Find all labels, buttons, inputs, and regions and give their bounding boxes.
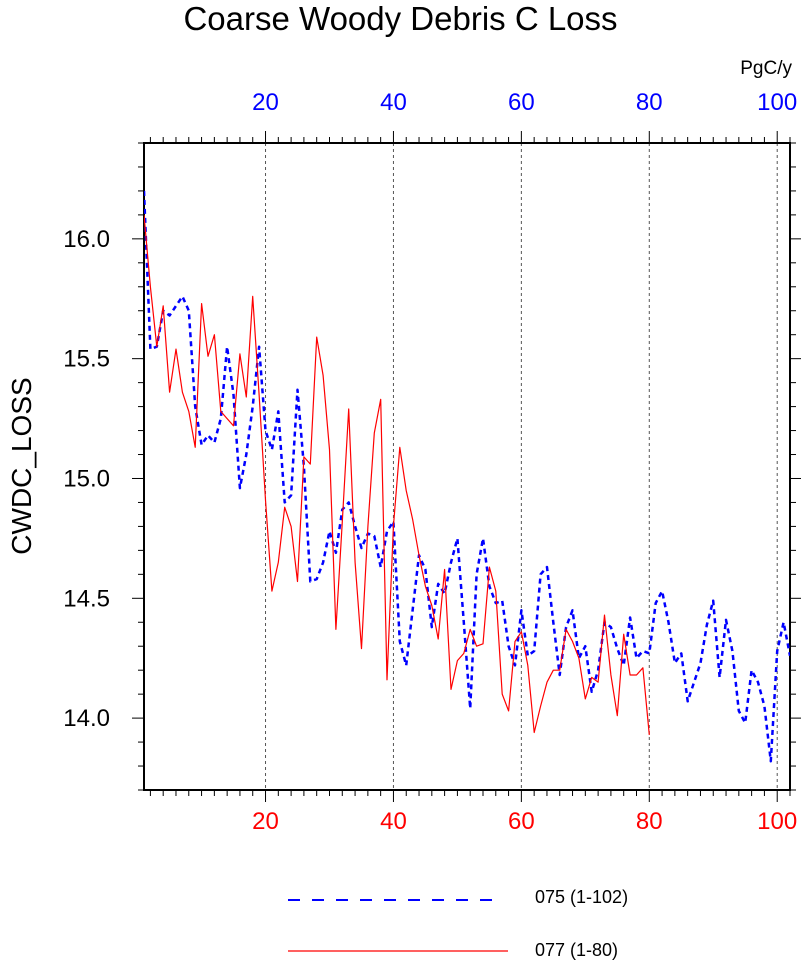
- y-tick-label: 14.0: [63, 705, 110, 732]
- chart-title: Coarse Woody Debris C Loss: [183, 0, 618, 37]
- x-tick-label-top: 60: [508, 89, 535, 116]
- x-tick-label-top: 20: [252, 89, 279, 116]
- legend-label-077: 077 (1-80): [535, 940, 619, 960]
- x-tick-label-top: 100: [757, 89, 797, 116]
- x-tick-label-bottom: 40: [380, 808, 407, 835]
- y-tick-label: 15.5: [63, 346, 110, 373]
- y-tick-label: 14.5: [63, 585, 110, 612]
- x-tick-label-bottom: 60: [508, 808, 535, 835]
- series-line-1: [144, 214, 650, 735]
- legend-label-075: 075 (1-102): [535, 887, 629, 907]
- y-tick-label: 16.0: [63, 226, 110, 253]
- x-tick-label-bottom: 20: [252, 808, 279, 835]
- plot-frame: [143, 142, 791, 791]
- units-label: PgC/y: [740, 58, 792, 79]
- x-tick-label-top: 80: [636, 89, 663, 116]
- x-tick-label-top: 40: [380, 89, 407, 116]
- series-line-0: [144, 190, 790, 763]
- x-tick-label-bottom: 80: [636, 808, 663, 835]
- x-tick-label-bottom: 100: [757, 808, 797, 835]
- y-tick-label: 15.0: [63, 465, 110, 492]
